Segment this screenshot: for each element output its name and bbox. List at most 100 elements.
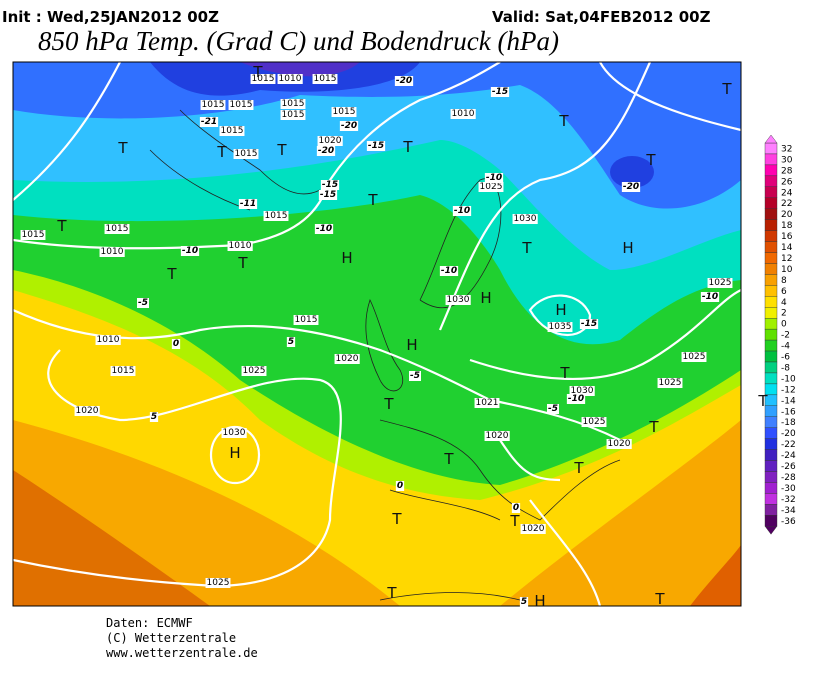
colorbar-label: 4 — [781, 298, 787, 308]
colorbar-label: 2 — [781, 309, 787, 319]
colorbar-label: 10 — [781, 265, 793, 275]
colorbar-label: 24 — [781, 188, 793, 198]
pressure-center: H — [341, 249, 352, 267]
pressure-center: T — [56, 217, 67, 235]
map-frame — [12, 61, 742, 607]
isotherm-label-bg — [199, 117, 219, 127]
pressure-center: T — [509, 512, 520, 530]
isobar-label-bg — [317, 136, 343, 146]
pressure-center: T — [383, 395, 394, 413]
pressure-center: T — [648, 418, 659, 436]
pressure-center: H — [480, 289, 491, 307]
isobar-label-bg — [512, 214, 538, 224]
isobar-label-bg — [219, 126, 245, 136]
isotherm-label: -5 — [138, 298, 148, 308]
isotherm-label-bg — [700, 292, 720, 302]
pressure-center: H — [534, 592, 545, 610]
isobar-label: 1010 — [229, 241, 252, 251]
isotherm-label-bg — [316, 146, 336, 156]
footer-copyright: (C) Wetterzentrale — [106, 631, 236, 645]
isobar-label-bg — [205, 578, 231, 588]
colorbar-label: -10 — [781, 374, 796, 384]
isobar-label: 1015 — [230, 100, 253, 110]
colorbar-swatch — [764, 416, 778, 428]
isobar-label-bg — [263, 211, 289, 221]
colorbar-tip — [764, 526, 778, 535]
pressure-center: T — [645, 151, 656, 169]
colorbar-label: -24 — [781, 451, 796, 461]
isotherm-label: -11 — [240, 199, 256, 209]
isotherm-label: -15 — [492, 87, 508, 97]
pressure-center: H — [229, 444, 240, 462]
colorbar-swatch — [764, 339, 778, 352]
isobar-label-bg — [474, 398, 500, 408]
isotherm-label: -10 — [702, 292, 718, 302]
isotherm-label: -10 — [454, 206, 470, 216]
isotherm-label: 0 — [397, 481, 403, 491]
colorbar-swatch — [764, 142, 778, 155]
pressure-center: T — [367, 191, 378, 209]
isobar-label-bg — [312, 74, 338, 84]
isotherm-label-bg — [320, 180, 340, 190]
pressure-center: T — [117, 139, 128, 157]
isotherm-label: -5 — [410, 371, 420, 381]
isotherm-label-bg — [149, 412, 159, 422]
isobar-label: 1015 — [282, 110, 305, 120]
isobar-label: 1015 — [282, 99, 305, 109]
pressure-center: T — [386, 584, 397, 602]
isobar-label: 1025 — [207, 578, 230, 588]
isobar-label-bg — [228, 100, 254, 110]
isotherm-label-bg — [484, 173, 504, 183]
isobar-label-bg — [581, 417, 607, 427]
isotherm-label: -10 — [568, 394, 584, 404]
isobar-label-bg — [280, 110, 306, 120]
isotherm-label: -20 — [318, 146, 334, 156]
isobar-label-bg — [221, 428, 247, 438]
pressure-center: T — [252, 63, 263, 81]
isobar-label-bg — [657, 378, 683, 388]
colorbar-swatch — [764, 449, 778, 461]
colorbar-swatch — [764, 515, 778, 527]
colorbar-label: -36 — [781, 517, 796, 527]
isotherm-label-bg — [366, 141, 386, 151]
colorbar-swatch — [764, 296, 778, 308]
isotherm-label: -15 — [368, 141, 384, 151]
isobar-label-bg — [707, 278, 733, 288]
isobar-label: 1020 — [608, 439, 631, 449]
footer-url: www.wetterzentrale.de — [106, 646, 258, 660]
isotherm-label-bg — [409, 371, 421, 381]
isobar-label: 1020 — [76, 406, 99, 416]
colorbar-label: -6 — [781, 353, 790, 363]
colorbar-label: 28 — [781, 166, 793, 176]
colorbar-swatch — [764, 307, 778, 319]
colorbar-label: -30 — [781, 484, 796, 494]
field-darkblue — [610, 156, 654, 188]
colorbar-swatch — [764, 197, 778, 209]
valid-time: Valid: Sat,04FEB2012 00Z — [492, 8, 711, 26]
isobar-label: 1035 — [549, 322, 572, 332]
isotherm-label: -5 — [548, 404, 558, 414]
isobar-label: 1025 — [480, 182, 503, 192]
colorbar-label: 20 — [781, 210, 793, 220]
isobar-label: 1015 — [314, 74, 337, 84]
isotherm-label: -15 — [581, 319, 597, 329]
pressure-center: H — [406, 336, 417, 354]
isobar-label: 1025 — [709, 278, 732, 288]
pressure-center: T — [558, 112, 569, 130]
pressure-center: T — [391, 510, 402, 528]
colorbar-swatch — [764, 285, 778, 297]
isotherm-label: 5 — [151, 412, 157, 422]
colorbar-label: -26 — [781, 462, 796, 472]
isobar-label: 1010 — [452, 109, 475, 119]
colorbar-swatch — [764, 471, 778, 483]
pressure-center: T — [721, 80, 732, 98]
colorbar-swatch — [764, 274, 778, 286]
colorbar-label: 14 — [781, 243, 793, 253]
isobar-label: 1015 — [22, 230, 45, 240]
colorbar-label: 26 — [781, 177, 793, 187]
isotherm-label: -10 — [486, 173, 502, 183]
colorbar-swatch — [764, 504, 778, 516]
isobar-label: 1015 — [221, 126, 244, 136]
isotherm-label: -21 — [201, 117, 217, 127]
colorbar-label: -32 — [781, 495, 796, 505]
